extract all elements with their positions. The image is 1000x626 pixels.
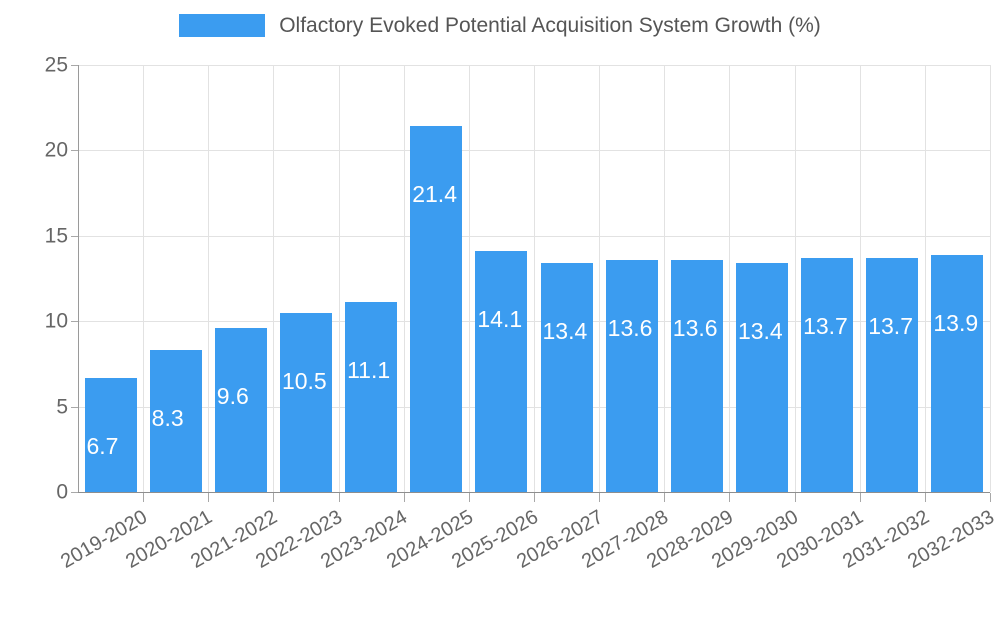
x-axis-tick-mark: [925, 493, 926, 502]
bar[interactable]: [214, 328, 267, 492]
y-axis-tick-label: 20: [44, 138, 68, 162]
y-axis-tick-mark: [71, 492, 78, 493]
x-axis-tick-mark: [795, 493, 796, 502]
y-axis-line: [78, 65, 79, 492]
bar-chart: Olfactory Evoked Potential Acquisition S…: [0, 14, 1000, 573]
y-axis-tick-mark: [71, 235, 78, 237]
gridline-vertical: [404, 65, 405, 492]
y-axis-tick-label: 25: [44, 53, 68, 77]
gridline-vertical: [208, 65, 209, 492]
x-axis-tick-mark: [664, 493, 665, 502]
gridline-vertical: [339, 65, 340, 492]
gridline-vertical: [599, 65, 600, 492]
x-axis-tick-mark: [208, 493, 209, 502]
x-axis-tick-mark: [143, 493, 144, 502]
bar-value-label: 9.6: [216, 383, 249, 410]
bar-value-label: 13.4: [737, 318, 783, 345]
bar-value-label: 14.1: [477, 306, 523, 333]
x-axis-tick-mark: [729, 493, 730, 502]
bar[interactable]: [410, 126, 463, 492]
bar[interactable]: [801, 258, 854, 492]
legend-color-swatch: [179, 14, 266, 37]
bar[interactable]: [345, 302, 398, 492]
gridline-vertical: [534, 65, 535, 492]
x-axis-tick-mark: [339, 493, 340, 502]
bar[interactable]: [540, 263, 593, 492]
x-axis-line: [78, 492, 990, 493]
plot-area: 6.7 8.3 9.6 10.5 11.1 21.4 14.1 13.4 13.6 13.6 13.…: [78, 65, 991, 493]
gridline-vertical: [273, 65, 274, 492]
bar-value-label: 13.6: [672, 314, 718, 341]
bar[interactable]: [279, 312, 333, 492]
bar-value-label: 13.9: [933, 309, 979, 336]
bar[interactable]: [149, 350, 202, 492]
x-axis-tick-mark: [599, 493, 600, 502]
gridline-vertical: [795, 65, 796, 492]
bar[interactable]: [735, 263, 789, 492]
bar-value-label: 13.7: [803, 313, 848, 339]
bar[interactable]: [605, 259, 658, 492]
bar[interactable]: [670, 259, 723, 492]
bar-value-label: 11.1: [347, 357, 391, 384]
x-axis-tick-mark: [990, 493, 991, 502]
x-axis-tick-mark: [273, 493, 274, 502]
bar[interactable]: [475, 251, 528, 492]
y-axis-tick-label: 0: [56, 480, 68, 504]
y-axis-tick-mark: [71, 65, 78, 66]
gridline-vertical: [990, 65, 991, 492]
gridline-vertical: [860, 65, 861, 492]
gridline-vertical: [925, 65, 926, 492]
bar-value-label: 13.6: [607, 314, 653, 341]
y-axis-tick-mark: [71, 150, 78, 152]
y-axis-tick-label: 5: [56, 395, 68, 419]
bar[interactable]: [84, 377, 137, 492]
bar-value-label: 8.3: [151, 405, 184, 432]
bar[interactable]: [866, 258, 919, 492]
bar-value-label: 13.4: [542, 318, 588, 345]
gridline-vertical: [143, 65, 144, 492]
y-axis-tick-label: 10: [44, 309, 68, 333]
x-axis-tick-mark: [860, 493, 861, 502]
bar-value-label: 10.5: [281, 367, 327, 394]
gridline-vertical: [469, 65, 470, 492]
gridline-vertical: [664, 65, 665, 492]
y-axis-tick-label: 15: [44, 224, 68, 248]
chart-legend: Olfactory Evoked Potential Acquisition S…: [0, 14, 1000, 37]
y-axis-tick-mark: [71, 406, 78, 408]
bar-value-label: 13.7: [868, 313, 913, 339]
bar-value-label: 21.4: [412, 181, 457, 208]
x-axis-tick-mark: [534, 493, 535, 502]
y-axis-tick-mark: [71, 321, 78, 323]
legend-series-label: Olfactory Evoked Potential Acquisition S…: [279, 14, 821, 37]
bar[interactable]: [931, 254, 984, 492]
x-axis-tick-mark: [469, 493, 470, 502]
x-axis-tick-mark: [404, 493, 405, 502]
bar-value-label: 6.7: [86, 432, 119, 459]
gridline-vertical: [729, 65, 730, 492]
